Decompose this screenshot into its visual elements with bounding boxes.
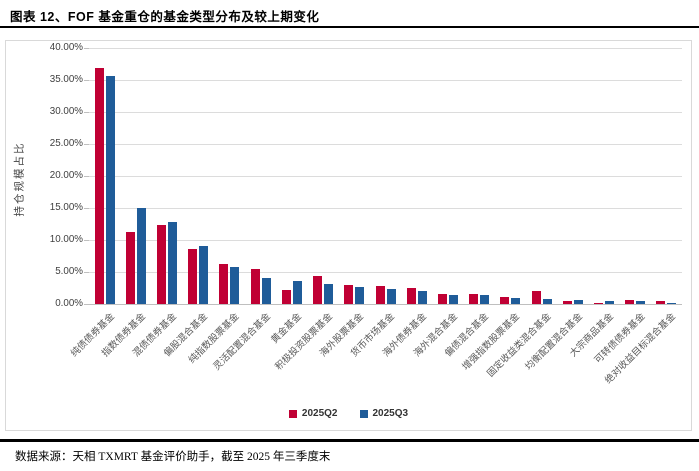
bar-2025Q3-积极投资股票基金: [324, 284, 334, 304]
y-tick-label: 15.00%: [49, 202, 83, 213]
bar-2025Q3-大宗商品基金: [604, 300, 614, 304]
bar-2025Q2-混债债券基金: [157, 225, 167, 304]
bar-2025Q3-固定收益类混合基金: [542, 298, 552, 304]
bar-2025Q3-混债债券基金: [168, 222, 178, 304]
bar-2025Q3-黄金基金: [292, 280, 302, 304]
legend-label: 2025Q3: [372, 408, 409, 419]
bar-2025Q3-灵活配置混合基金: [261, 278, 271, 304]
y-tick-label: 25.00%: [49, 138, 83, 149]
chart-legend: 2025Q2 2025Q3: [6, 408, 691, 419]
y-tick-mark: [84, 240, 89, 241]
bar-chart-plot: 0.00% 5.00% 10.00% 15.00% 20.00% 25.00% 30.00%…: [50, 43, 682, 309]
bar-2025Q2-积极投资股票基金: [313, 276, 323, 304]
bar-2025Q2-偏股混合基金: [188, 248, 198, 304]
bar-2025Q3-纯指数股票基金: [230, 266, 240, 304]
x-axis-line: [89, 304, 682, 305]
bar-2025Q3-纯债债券基金: [105, 76, 115, 304]
bar-2025Q3-偏债混合基金: [480, 295, 490, 304]
y-tick-mark: [84, 48, 89, 49]
bar-2025Q3-绝对收益目标混合基金: [667, 302, 677, 304]
bar-2025Q2-纯债债券基金: [94, 67, 104, 304]
y-tick-mark: [84, 176, 89, 177]
bar-2025Q2-海外债券基金: [406, 288, 416, 304]
figure-title: 图表 12、FOF 基金重仓的基金类型分布及较上期变化: [10, 10, 320, 24]
bar-2025Q3-增强指数股票基金: [511, 297, 521, 304]
bar-2025Q2-可转债债券基金: [625, 300, 635, 304]
bar-2025Q2-绝对收益目标混合基金: [656, 300, 666, 304]
legend-item-2025Q2: 2025Q2: [288, 408, 338, 419]
bar-2025Q3-指数债券基金: [136, 208, 146, 304]
y-tick-mark: [84, 272, 89, 273]
bar-2025Q3-海外混合基金: [448, 295, 458, 304]
bar-2025Q2-固定收益类混合基金: [531, 291, 541, 304]
gridline: [89, 48, 682, 49]
legend-item-2025Q3: 2025Q3: [359, 408, 409, 419]
y-tick-label: 40.00%: [49, 42, 83, 53]
bar-2025Q2-货币市场基金: [375, 286, 385, 304]
bar-2025Q2-偏债混合基金: [469, 294, 479, 304]
y-tick-label: 0.00%: [55, 298, 83, 309]
y-tick-label: 5.00%: [55, 266, 83, 277]
y-axis-title: 持仓规模占比: [13, 141, 26, 217]
y-tick-label: 35.00%: [49, 74, 83, 85]
gridline: [89, 272, 682, 273]
bar-2025Q3-偏股混合基金: [199, 246, 209, 304]
gridline: [89, 240, 682, 241]
gridline: [89, 80, 682, 81]
bar-2025Q2-海外混合基金: [437, 293, 447, 304]
bar-2025Q2-纯指数股票基金: [219, 264, 229, 304]
bottom-divider: [0, 439, 699, 442]
legend-color-swatch: [288, 409, 297, 418]
bar-2025Q2-均衡配置混合基金: [562, 300, 572, 304]
bar-2025Q2-指数债券基金: [125, 232, 135, 304]
y-tick-label: 30.00%: [49, 106, 83, 117]
bar-2025Q2-黄金基金: [281, 289, 291, 304]
y-tick-label: 20.00%: [49, 170, 83, 181]
gridline: [89, 144, 682, 145]
bar-2025Q3-海外股票基金: [355, 286, 365, 304]
chart-container: 持仓规模占比 0.00% 5.00% 10.00% 15.00% 20.00% 25.00…: [5, 40, 692, 431]
bar-2025Q2-海外股票基金: [344, 285, 354, 304]
y-tick-mark: [84, 208, 89, 209]
source-note: 数据来源：天相 TXMRT 基金评价助手，截至 2025 年三季度末: [15, 451, 331, 463]
bar-2025Q3-均衡配置混合基金: [573, 300, 583, 304]
y-tick-mark: [84, 304, 89, 305]
legend-color-swatch: [359, 409, 368, 418]
x-axis-labels: 纯债债券基金 指数债券基金 混债债券基金 偏股混合基金 纯指数股票基金 灵活配置混合基金黄…: [68, 309, 682, 399]
gridline: [89, 176, 682, 177]
y-tick-mark: [84, 112, 89, 113]
bar-2025Q2-增强指数股票基金: [500, 296, 510, 304]
legend-label: 2025Q2: [301, 408, 338, 419]
top-divider: [0, 26, 699, 28]
gridline: [89, 208, 682, 209]
bar-2025Q2-大宗商品基金: [593, 302, 603, 304]
bar-2025Q3-货币市场基金: [386, 289, 396, 304]
bar-2025Q3-海外债券基金: [417, 290, 427, 304]
y-tick-label: 10.00%: [49, 234, 83, 245]
gridline: [89, 112, 682, 113]
bar-2025Q2-灵活配置混合基金: [250, 269, 260, 304]
y-tick-mark: [84, 80, 89, 81]
y-tick-mark: [84, 144, 89, 145]
bar-2025Q3-可转债债券基金: [636, 300, 646, 304]
